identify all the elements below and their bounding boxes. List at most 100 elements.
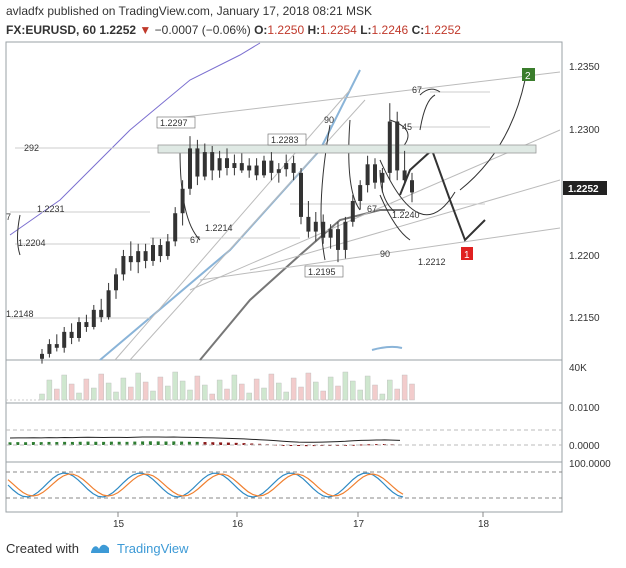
fan-line-1 — [114, 89, 351, 361]
candle-body — [62, 331, 67, 348]
candle-body — [128, 256, 133, 263]
volume-bar — [372, 384, 378, 401]
macd-bar — [187, 441, 191, 445]
volume-bar — [394, 388, 400, 401]
candle-body — [254, 165, 259, 176]
macd-bar — [203, 442, 207, 445]
candle-body — [77, 322, 81, 338]
publisher-name[interactable]: avladfx — [6, 4, 45, 18]
macd-bar — [164, 441, 168, 445]
candle-body — [54, 344, 59, 348]
price-axis: 1.2350 1.2300 1.2200 1.2150 1.2252 40K 0… — [563, 62, 611, 470]
tradingview-logo-icon — [89, 542, 111, 554]
volume-bar — [305, 372, 312, 401]
footer: Created with TradingView — [6, 541, 189, 556]
candle-body — [350, 201, 355, 222]
price-tick-3: 1.2200 — [569, 251, 600, 262]
macd-bar — [375, 444, 379, 446]
macd-bar — [172, 441, 176, 445]
high-value: 1.2254 — [320, 23, 357, 37]
candle-body — [365, 164, 370, 186]
tradingview-link[interactable]: TradingView — [117, 541, 189, 556]
high-label: H: — [307, 23, 321, 37]
candle-body — [165, 241, 170, 257]
symbol-name: FX:EURUSD, 60 — [6, 23, 97, 37]
candle-body — [180, 188, 185, 214]
price-tick-4: 1.2150 — [569, 313, 600, 324]
time-tick-16: 16 — [232, 519, 244, 530]
label-1-2212: 1.2212 — [418, 257, 446, 267]
macd-bar — [24, 442, 28, 445]
price-change: −0.0007 (−0.06%) — [154, 23, 251, 37]
volume-bar — [157, 376, 164, 401]
label-292: 292 — [24, 143, 39, 153]
candle-body — [276, 169, 281, 173]
candle-body — [402, 170, 407, 181]
volume-bar — [209, 393, 215, 401]
published-text: published on TradingView.com, January 17… — [47, 4, 373, 18]
candle-body — [106, 290, 111, 318]
fan-line-2 — [129, 99, 366, 361]
macd-bar — [304, 445, 308, 447]
macd-bar — [351, 444, 355, 446]
volume-bar — [276, 382, 282, 401]
open-label: O: — [254, 23, 268, 37]
candle-body — [217, 158, 222, 171]
volume-bar — [128, 386, 134, 401]
candle-body — [239, 163, 244, 171]
macd-bar — [211, 442, 215, 445]
label-1-2283: 1.2283 — [271, 135, 299, 145]
macd-bar — [109, 441, 113, 445]
target-path-up — [459, 79, 526, 191]
volume-bar — [268, 373, 275, 401]
candle-body — [210, 152, 215, 171]
price-chart[interactable]: 1.2297 1.2283 1.2231 1.2204 1.2214 1.214… — [0, 0, 626, 540]
wave-label-box-1 — [461, 247, 473, 260]
label-45: 45 — [402, 122, 412, 132]
label-1-2297: 1.2297 — [160, 118, 188, 128]
candle-body — [387, 121, 392, 173]
macd-bar — [289, 445, 293, 446]
volume-bar — [83, 378, 90, 401]
macd-bar — [148, 441, 152, 445]
symbol-line: FX:EURUSD, 60 1.2252 ▼ −0.0007 (−0.06%) … — [6, 23, 461, 37]
volume-bar — [335, 385, 341, 401]
forecast-arc — [379, 159, 456, 216]
macd-bar — [78, 441, 82, 445]
volume-bar — [187, 389, 193, 401]
candle-body — [173, 213, 178, 242]
macd-signal-line — [9, 436, 401, 443]
volume-bar — [327, 376, 334, 401]
time-tick-18: 18 — [478, 519, 490, 530]
macd-bar — [39, 442, 43, 445]
volume-bar — [342, 371, 349, 401]
volume-bar — [68, 383, 75, 401]
macd-bar — [70, 441, 74, 445]
volume-bar — [239, 383, 245, 401]
label-67-b: 67 — [412, 85, 422, 95]
last-price-box — [563, 181, 607, 195]
candle-body — [380, 172, 385, 183]
ma-mid-line — [199, 209, 405, 361]
label-1-2231: 1.2231 — [37, 204, 65, 214]
macd-bar — [359, 444, 363, 446]
volume-bar — [401, 374, 408, 401]
candle-body — [299, 172, 303, 217]
candle-body — [269, 160, 274, 173]
macd-bar — [133, 441, 137, 445]
candle-body — [343, 221, 348, 250]
volume-bar — [364, 375, 371, 401]
fib-arc-6 — [379, 194, 411, 241]
candle-body — [336, 229, 340, 250]
volume-bar — [91, 387, 97, 401]
volume-bar — [261, 387, 267, 401]
macd-bar — [180, 441, 184, 445]
volume-bar — [105, 382, 112, 401]
candle-body — [410, 180, 414, 193]
candle-body — [195, 148, 200, 177]
wave-label-box-2 — [522, 68, 535, 81]
macd-bar — [234, 442, 238, 445]
volume-bar — [202, 384, 208, 401]
candle-body — [69, 331, 74, 338]
stochastic-lines — [7, 472, 404, 498]
